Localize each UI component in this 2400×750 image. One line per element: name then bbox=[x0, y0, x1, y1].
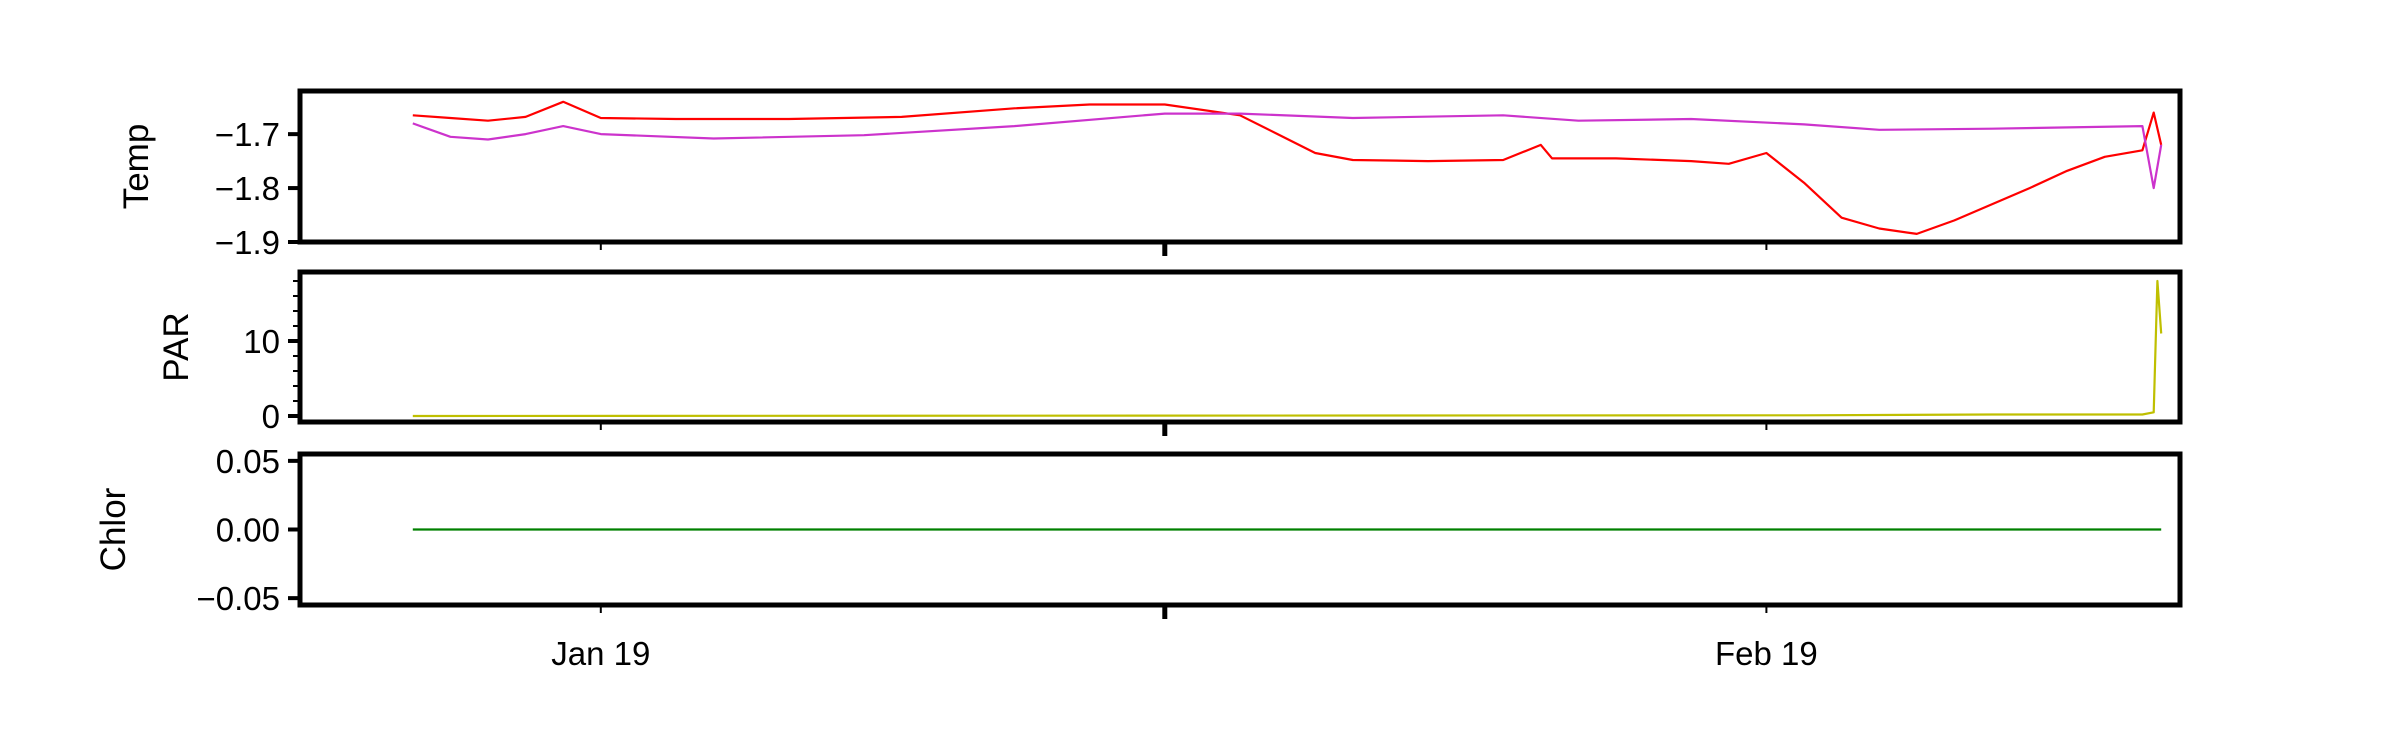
y-axis-label-temp: Temp bbox=[117, 124, 156, 210]
y-tick-label: 0 bbox=[262, 398, 280, 435]
panel-chlor: 0.05 0.00 −0.05 Chlor bbox=[94, 443, 2183, 619]
panel-frame-temp bbox=[297, 88, 2183, 245]
x-axis: Jan 19 Feb 19 bbox=[551, 635, 1818, 672]
x-tick-label: Feb 19 bbox=[1715, 635, 1818, 672]
x-tick-label: Jan 19 bbox=[551, 635, 650, 672]
series-line-temp-1 bbox=[412, 112, 2163, 190]
series-line-par-0 bbox=[412, 279, 2163, 418]
panel-temp: −1.7 −1.8 −1.9 Temp bbox=[117, 88, 2183, 261]
y-tick-label: −0.05 bbox=[197, 580, 281, 617]
y-tick-label: −1.8 bbox=[215, 170, 280, 207]
series-line-temp-0 bbox=[412, 100, 2163, 235]
y-tick-label: −1.7 bbox=[215, 116, 280, 153]
y-axis-label-chlor: Chlor bbox=[94, 487, 133, 571]
panel-par: 0 10 PAR bbox=[157, 269, 2183, 436]
panel-frame-par bbox=[297, 269, 2183, 425]
y-tick-label: −1.9 bbox=[215, 224, 280, 261]
y-tick-label: 10 bbox=[243, 323, 280, 360]
y-axis-label-par: PAR bbox=[157, 312, 196, 381]
chart-panels: −1.7 −1.8 −1.9 Temp 0 10 PAR 0.05 0.00 −0.05 Chlor bbox=[94, 88, 2183, 619]
y-tick-label: 0.00 bbox=[216, 512, 280, 549]
y-tick-label: 0.05 bbox=[216, 443, 280, 480]
